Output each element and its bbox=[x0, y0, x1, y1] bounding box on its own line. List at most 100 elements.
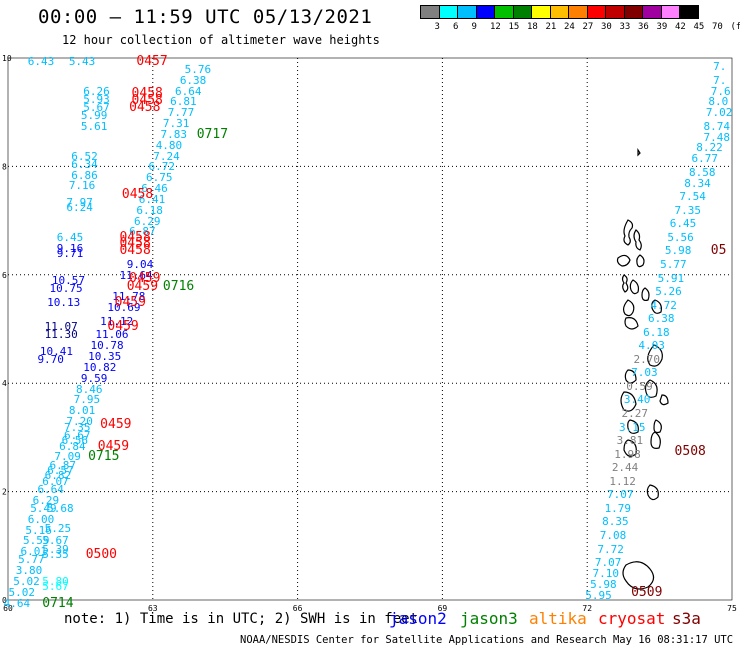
wave-height-value: 7.03 bbox=[631, 366, 658, 380]
pass-time-label: 0716 bbox=[162, 278, 195, 294]
wave-height-value: 3.81 bbox=[616, 434, 644, 448]
pass-time-label: 0458 bbox=[119, 229, 151, 245]
x-tick-label: 63 bbox=[148, 604, 158, 613]
wave-height-value: 6.84 bbox=[59, 439, 86, 453]
wave-height-value: 5.95 bbox=[585, 588, 612, 602]
legend-label: 3 bbox=[434, 22, 440, 32]
legend-label: 39 bbox=[656, 22, 668, 32]
wave-height-value: 10.41 bbox=[39, 344, 73, 358]
wave-height-value: 5.67 bbox=[42, 534, 69, 548]
wave-height-value: 7.24 bbox=[153, 149, 180, 163]
wave-height-value: 9.71 bbox=[56, 247, 84, 261]
legend-label: 9 bbox=[471, 22, 477, 32]
y-tick-label: 6 bbox=[2, 271, 7, 280]
wave-height-value: 5.91 bbox=[657, 271, 685, 285]
footnote: note: 1) Time is in UTC; 2) SWH is in fe… bbox=[64, 611, 419, 627]
wave-height-value: 6.46 bbox=[141, 182, 168, 196]
wave-height-value: 6.01 bbox=[20, 545, 48, 559]
wave-height-value: 7. bbox=[713, 60, 727, 74]
wave-height-value: 6.52 bbox=[71, 149, 98, 163]
wave-height-value: 5.99 bbox=[80, 108, 108, 122]
legend-label: 24 bbox=[564, 22, 575, 32]
wave-height-value: 5.76 bbox=[184, 62, 212, 76]
wave-height-value: 5.98 bbox=[590, 577, 617, 591]
y-tick-label: 0 bbox=[2, 596, 7, 605]
wave-height-value: 7.72 bbox=[597, 542, 624, 556]
wave-height-value: 4.72 bbox=[650, 298, 677, 312]
wave-height-value: 6.18 bbox=[643, 325, 670, 339]
wave-height-value: 9.59 bbox=[80, 371, 108, 385]
wave-height-value: 5.26 bbox=[655, 285, 682, 299]
wave-height-value: 6.87 bbox=[129, 225, 156, 239]
wave-height-value: 5.25 bbox=[44, 522, 72, 536]
wave-height-value: 2.27 bbox=[621, 407, 648, 420]
legend-label: 36 bbox=[638, 22, 649, 32]
legend-label: 45 bbox=[693, 22, 705, 32]
wave-height-value: 6.81 bbox=[170, 95, 197, 109]
wave-height-value: 5.93 bbox=[83, 92, 110, 106]
wave-height-value: 8.58 bbox=[689, 165, 716, 179]
wave-height-value: 10.75 bbox=[49, 282, 83, 296]
legend-label: 30 bbox=[601, 22, 612, 32]
pass-time-label: 0714 bbox=[42, 595, 74, 611]
wave-height-value: 6.18 bbox=[136, 203, 163, 217]
pass-time-label: 0458 bbox=[129, 99, 161, 115]
wave-height-value: 6.00 bbox=[27, 512, 55, 526]
wave-height-value: 7.83 bbox=[160, 127, 188, 141]
wave-height-value: 7.10 bbox=[592, 566, 620, 580]
wave-height-value: 3.40 bbox=[623, 393, 651, 407]
wave-height-value: 5.16 bbox=[25, 523, 52, 537]
x-tick-label: 72 bbox=[582, 604, 592, 613]
wave-height-value: 7.09 bbox=[54, 450, 81, 464]
wave-height-value: 7.77 bbox=[167, 106, 195, 120]
wave-height-value: 6.29 bbox=[32, 493, 60, 507]
wave-height-value: 7.31 bbox=[162, 117, 190, 131]
wave-height-value: 7.97 bbox=[66, 195, 93, 209]
wave-height-value: 5.43 bbox=[68, 54, 96, 68]
pass-time-label: 0459 bbox=[126, 278, 159, 294]
pass-time-label: 0509 bbox=[631, 584, 663, 600]
wave-height-value: 3.15 bbox=[619, 420, 646, 434]
wave-height-value: 7.6 bbox=[710, 84, 731, 98]
wave-height-value: 10.69 bbox=[107, 301, 141, 315]
legend-label: (ft) bbox=[730, 22, 740, 32]
wave-height-value: 5.49 bbox=[30, 501, 57, 515]
satellite-legend-cryosat: cryosat bbox=[598, 609, 666, 628]
pass-time-label: 0508 bbox=[674, 443, 706, 459]
wave-height-value: 5.59 bbox=[22, 534, 50, 548]
wave-height-value: 3.80 bbox=[15, 564, 43, 578]
wave-height-value: 6.87 bbox=[49, 458, 77, 472]
wave-height-value: 10.78 bbox=[90, 339, 124, 353]
y-tick-label: 10 bbox=[2, 54, 12, 63]
legend-label: 42 bbox=[675, 22, 686, 32]
pass-time-label: 0715 bbox=[88, 449, 120, 465]
wave-height-value: 10.82 bbox=[83, 360, 117, 374]
wave-height-value: 6.77 bbox=[691, 152, 718, 166]
legend-label: 70 bbox=[712, 22, 723, 32]
legend-swatch bbox=[679, 5, 699, 19]
pass-time-label: 0458 bbox=[119, 242, 151, 258]
wave-height-value: 8.46 bbox=[76, 382, 103, 396]
pass-time-label: 0458 bbox=[119, 236, 151, 252]
pass-time-label: 0459 bbox=[97, 438, 130, 454]
wave-height-value: 4.64 bbox=[3, 596, 31, 610]
wave-height-value: 11.07 bbox=[44, 320, 78, 334]
wave-height-value: 1.98 bbox=[614, 447, 641, 461]
pass-time-label: 0500 bbox=[85, 546, 118, 562]
pass-time-label: 0458 bbox=[131, 93, 163, 109]
wave-height-value: 6.45 bbox=[669, 217, 697, 231]
wave-height-value: 2.70 bbox=[633, 352, 661, 366]
wave-height-value: 7.16 bbox=[68, 179, 96, 193]
pass-time-label: 0459 bbox=[114, 294, 146, 310]
map-subtitle: 12 hour collection of altimeter wave hei… bbox=[62, 33, 380, 47]
satellite-legend-altika: altika bbox=[529, 609, 587, 628]
y-tick-label: 2 bbox=[2, 488, 7, 497]
wave-height-value: 8.35 bbox=[602, 515, 629, 529]
wave-height-value: 6.38 bbox=[648, 312, 675, 326]
wave-height-value: 7.02 bbox=[705, 106, 733, 120]
wave-height-value: 11.78 bbox=[112, 290, 146, 304]
wave-height-value: 7.08 bbox=[599, 528, 627, 542]
pass-time-label: 0457 bbox=[136, 53, 168, 69]
